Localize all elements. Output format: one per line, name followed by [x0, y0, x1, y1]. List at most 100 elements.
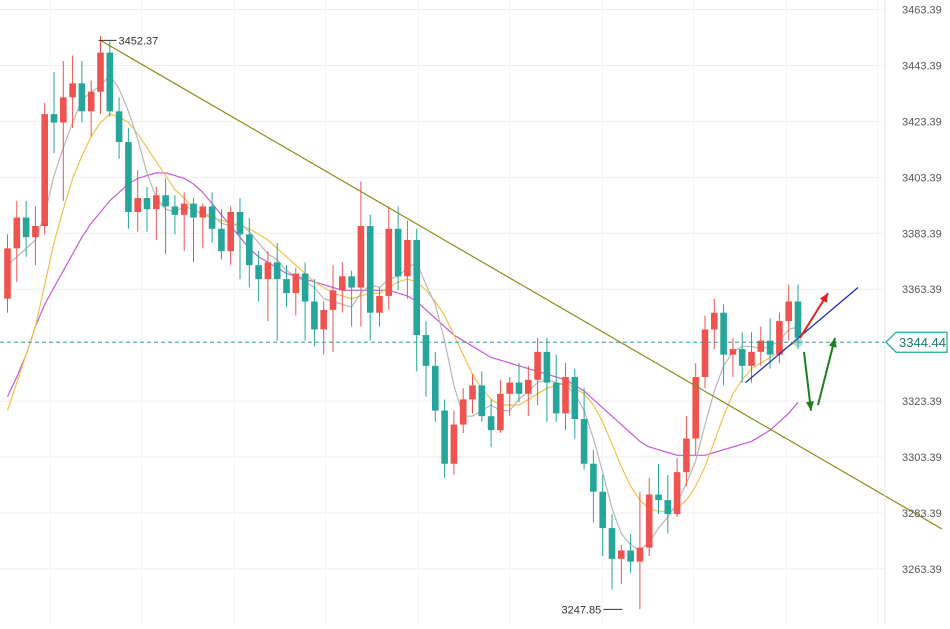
candle — [748, 332, 755, 383]
price-axis: 3463.39 3443.39 3423.39 3403.39 3383.39 3363.… — [884, 0, 942, 624]
candle-body — [246, 234, 253, 266]
candle-body — [255, 265, 262, 280]
candle — [255, 251, 262, 302]
candle-body — [543, 351, 551, 383]
candle-body — [413, 239, 420, 336]
candle — [348, 270, 355, 327]
candle-body — [357, 225, 365, 288]
candle — [552, 354, 560, 422]
candle — [190, 198, 197, 263]
pullback-arrow-head — [805, 401, 814, 411]
candle — [357, 181, 365, 327]
candle-body — [711, 312, 718, 330]
candle-body — [636, 547, 644, 562]
candle-body — [459, 399, 467, 425]
candle — [394, 206, 402, 291]
annotations: 3452.37 3247.85 3344.44 — [98, 35, 948, 616]
candle-body — [562, 377, 569, 414]
candle — [562, 363, 569, 431]
candle — [143, 186, 151, 232]
candle-body — [273, 262, 281, 280]
candle-body — [13, 217, 21, 249]
candle-body — [590, 463, 597, 492]
candle — [78, 60, 86, 123]
candle-body — [190, 203, 197, 218]
candle — [441, 399, 448, 478]
candle — [655, 463, 662, 515]
candle-body — [701, 329, 709, 378]
candle — [543, 337, 551, 422]
rebound-arrow — [817, 337, 837, 406]
y-tick-label: 3323.39 — [902, 396, 942, 408]
candle-body — [627, 550, 634, 562]
pullback-arrow — [803, 351, 814, 411]
candle-body — [236, 212, 244, 235]
current-price-dot — [793, 337, 803, 348]
candle-body — [162, 195, 169, 207]
candle — [32, 206, 39, 266]
candle — [22, 200, 30, 257]
candle — [115, 97, 123, 159]
candle — [422, 321, 430, 397]
y-tick-label: 3403.39 — [902, 172, 942, 184]
candle — [41, 102, 48, 235]
candle-body — [673, 472, 681, 515]
candle — [766, 318, 774, 369]
candle-body — [738, 349, 746, 366]
candle-body — [199, 206, 207, 218]
candle — [283, 265, 290, 308]
candle — [683, 416, 690, 487]
candle — [301, 262, 309, 341]
candle-body — [87, 91, 95, 112]
ma-fast-line — [7, 74, 799, 552]
candle — [692, 363, 699, 456]
candle-body — [404, 239, 411, 277]
candle-body — [366, 225, 374, 313]
candle — [673, 458, 681, 517]
candle-body — [264, 262, 272, 280]
pullback-arrow-shaft — [803, 351, 812, 411]
candle-body — [78, 83, 86, 112]
candle-body — [552, 382, 560, 414]
candle-body — [106, 52, 114, 112]
candle — [599, 474, 606, 557]
candle — [469, 374, 476, 414]
candle-body — [525, 379, 532, 394]
y-tick-label: 3283.39 — [902, 508, 942, 520]
candle-body — [478, 385, 486, 417]
candle — [497, 379, 504, 433]
candle — [218, 209, 225, 260]
candle — [664, 474, 672, 534]
candle — [134, 170, 141, 232]
candle — [97, 35, 104, 115]
candle — [106, 41, 114, 117]
candle — [4, 234, 11, 313]
candle — [87, 80, 95, 137]
bullish-arrow-head — [819, 293, 828, 303]
candle — [413, 228, 420, 372]
y-tick-label: 3463.39 — [902, 5, 942, 17]
candle — [729, 337, 737, 378]
candle-body — [143, 198, 151, 210]
candle — [701, 315, 709, 389]
candle-body — [450, 424, 458, 464]
candle-body — [134, 198, 141, 213]
candle — [720, 304, 727, 386]
candle-body — [599, 491, 606, 529]
candle — [273, 242, 281, 341]
high-label: 3452.37 — [119, 35, 159, 47]
candle — [636, 491, 644, 610]
bullish-arrow — [799, 292, 829, 339]
candle-body — [748, 351, 755, 366]
candle — [580, 388, 588, 470]
candle-body — [534, 351, 541, 380]
candle-body — [329, 290, 337, 310]
candle-body — [729, 349, 737, 355]
candle — [329, 265, 337, 352]
candle-body — [180, 203, 188, 215]
candle-body — [785, 301, 792, 322]
candle-body — [218, 228, 225, 252]
y-tick-label: 3443.39 — [902, 60, 942, 72]
